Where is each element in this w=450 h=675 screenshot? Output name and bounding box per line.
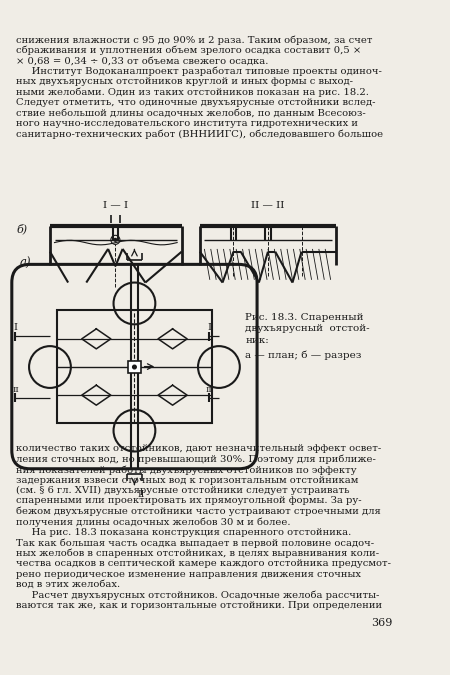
Text: Так как большая часть осадка выпадает в первой половине осадоч-: Так как большая часть осадка выпадает в … (16, 538, 374, 547)
Text: I: I (207, 323, 211, 332)
Text: сбраживания и уплотнения объем зрелого осадка составит 0,5 ×: сбраживания и уплотнения объем зрелого о… (16, 46, 362, 55)
Circle shape (114, 238, 117, 241)
Circle shape (133, 365, 136, 369)
Text: II: II (12, 385, 19, 394)
Text: бежом двухъярусные отстойники часто устраивают строечными для: бежом двухъярусные отстойники часто устр… (16, 507, 381, 516)
Text: а — план; б — разрез: а — план; б — разрез (245, 351, 362, 360)
Text: чества осадков в септической камере каждого отстойника предусмот-: чества осадков в септической камере кажд… (16, 559, 392, 568)
Text: снижения влажности с 95 до 90% и 2 раза. Таким образом, за счет: снижения влажности с 95 до 90% и 2 раза.… (16, 36, 373, 45)
Text: двухъярусный  отстой-: двухъярусный отстой- (245, 324, 370, 333)
Text: задержания взвеси сточных вод к горизонтальным отстойникам: задержания взвеси сточных вод к горизонт… (16, 476, 359, 485)
Text: 369: 369 (371, 618, 392, 628)
Text: × 0,68 = 0,34 ÷ 0,33 от объема свежего осадка.: × 0,68 = 0,34 ÷ 0,33 от объема свежего о… (16, 56, 269, 65)
Text: ствие небольшой длины осадочных желобов, по данным Всесоюз-: ствие небольшой длины осадочных желобов,… (16, 109, 366, 117)
Text: Институт Водоканалпроект разработал типовые проекты одиноч-: Институт Водоканалпроект разработал типо… (16, 67, 382, 76)
Text: II: II (137, 489, 144, 499)
Text: ного научно-исследовательского института гидротехнических и: ного научно-исследовательского института… (16, 119, 358, 128)
Text: II — II: II — II (251, 201, 285, 210)
Text: ния показателей работы двухъярусных отстойников по эффекту: ния показателей работы двухъярусных отст… (16, 465, 357, 475)
Text: Следует отметить, что одиночные двухъярусные отстойники вслед-: Следует отметить, что одиночные двухъяру… (16, 98, 376, 107)
Text: спаренными или проектировать их прямоугольной формы. За ру-: спаренными или проектировать их прямоуго… (16, 497, 362, 506)
Text: вод в этих желобах.: вод в этих желобах. (16, 580, 121, 589)
Text: а): а) (20, 256, 32, 270)
Text: количество таких отстойников, дают незначительный эффект освет-: количество таких отстойников, дают незна… (16, 444, 382, 453)
Text: ваются так же, как и горизонтальные отстойники. При определении: ваются так же, как и горизонтальные отст… (16, 601, 382, 610)
Text: ных желобов в спаренных отстойниках, в целях выравнивания коли-: ных желобов в спаренных отстойниках, в ц… (16, 549, 379, 558)
Text: (см. § 6 гл. XVII) двухъярусные отстойники следует устраивать: (см. § 6 гл. XVII) двухъярусные отстойни… (16, 486, 350, 495)
Text: ник:: ник: (245, 336, 269, 345)
Text: Рис. 18.3. Спаренный: Рис. 18.3. Спаренный (245, 313, 364, 321)
Text: ления сточных вод, но превышающий 30%. Поэтому для приближе-: ления сточных вод, но превышающий 30%. П… (16, 455, 376, 464)
Text: На рис. 18.3 показана конструкция спаренного отстойника.: На рис. 18.3 показана конструкция спарен… (16, 528, 351, 537)
Text: II: II (206, 385, 212, 394)
Text: ными желобами. Один из таких отстойников показан на рис. 18.2.: ными желобами. Один из таких отстойников… (16, 88, 369, 97)
Text: I — I: I — I (103, 201, 128, 210)
Text: рено периодическое изменение направления движения сточных: рено периодическое изменение направления… (16, 570, 361, 578)
Text: Расчет двухъярусных отстойников. Осадочные желоба рассчиты-: Расчет двухъярусных отстойников. Осадочн… (16, 591, 380, 600)
Text: б): б) (16, 223, 27, 234)
Bar (57, 310, 212, 423)
Bar (128, 360, 141, 373)
Text: ных двухъярусных отстойников круглой и иных формы с выход-: ных двухъярусных отстойников круглой и и… (16, 77, 353, 86)
Text: I: I (14, 323, 18, 332)
Text: получения длины осадочных желобов 30 м и более.: получения длины осадочных желобов 30 м и… (16, 517, 291, 527)
Text: санитарно-технических работ (ВННИИГС), обследовавшего большое: санитарно-технических работ (ВННИИГС), о… (16, 130, 383, 139)
